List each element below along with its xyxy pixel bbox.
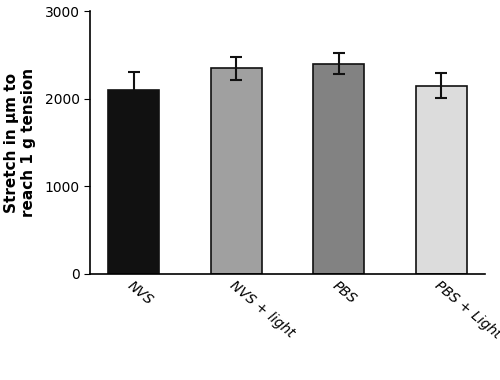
Bar bbox=[416, 86, 467, 274]
Bar bbox=[210, 68, 262, 274]
Bar bbox=[108, 90, 160, 274]
Y-axis label: Stretch in μm to
reach 1 g tension: Stretch in μm to reach 1 g tension bbox=[4, 68, 36, 217]
Bar bbox=[313, 64, 364, 274]
